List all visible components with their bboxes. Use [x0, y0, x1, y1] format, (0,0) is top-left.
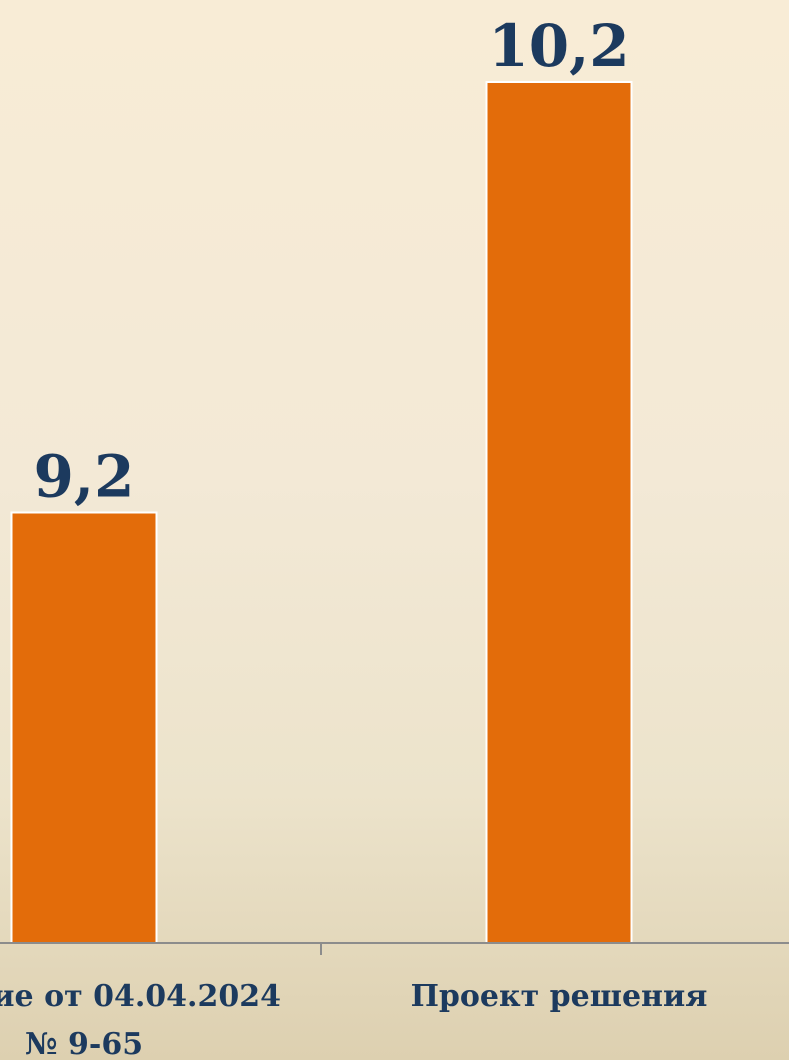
category-label-1-line-2: № 9-65: [25, 1027, 143, 1060]
value-label-1: 9,2: [34, 443, 135, 511]
bar-2: [485, 81, 633, 944]
bar-1: [10, 511, 158, 944]
value-label-2: 10,2: [488, 12, 629, 80]
category-label-2-line-1: Проект решения: [411, 979, 708, 1014]
bars-group: [10, 81, 633, 944]
labels-group: 9,2 10,2 ние от 04.04.2024 № 9-65 Проект реш…: [0, 12, 707, 1060]
category-label-1-line-1: ние от 04.04.2024: [0, 979, 281, 1014]
